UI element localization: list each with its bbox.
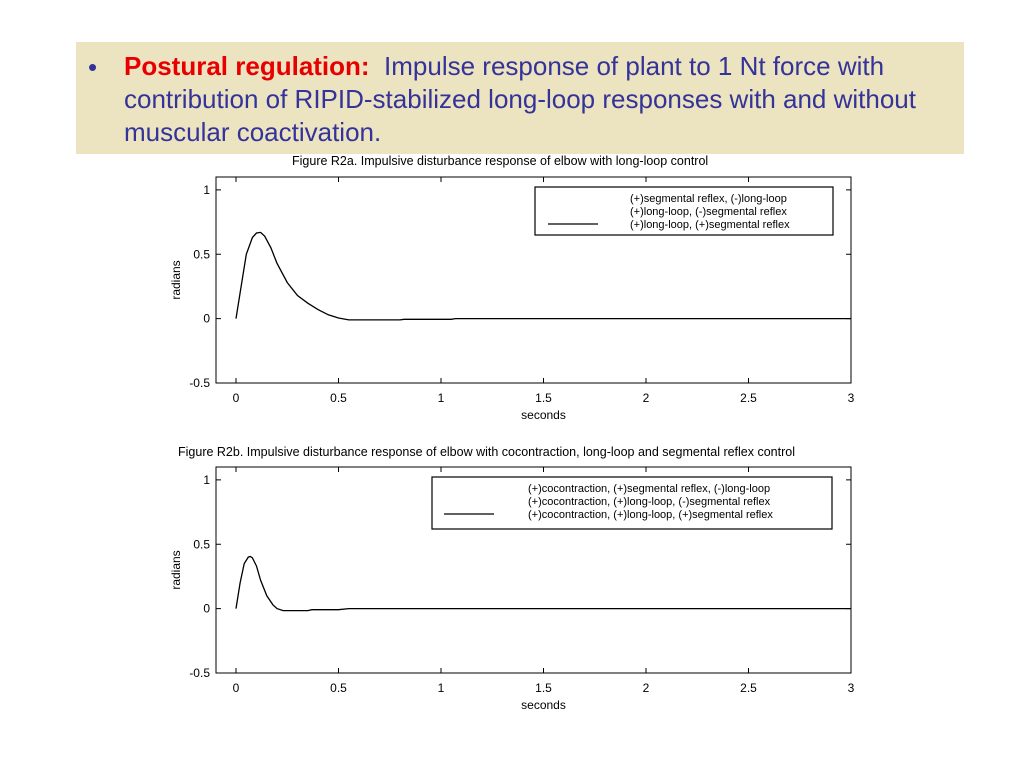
y-tick-label: 0 bbox=[203, 312, 210, 326]
plot-frame bbox=[215, 176, 852, 384]
y-axis-label: radians bbox=[169, 260, 183, 299]
figure-title-r2b: Figure R2b. Impulsive disturbance respon… bbox=[178, 445, 795, 459]
banner-lead: Postural regulation: bbox=[124, 51, 370, 81]
x-tick-label: 2 bbox=[643, 681, 650, 695]
y-tick-label: -0.5 bbox=[189, 666, 210, 680]
title-banner: • Postural regulation: Impulse response … bbox=[76, 42, 964, 154]
y-tick-label: 0.5 bbox=[193, 537, 210, 551]
banner-text: Postural regulation: Impulse response of… bbox=[124, 50, 959, 149]
x-tick-label: 0.5 bbox=[330, 681, 347, 695]
x-tick-label: 2.5 bbox=[740, 681, 757, 695]
legend-entry: (+)segmental reflex, (-)long-loop bbox=[630, 193, 787, 205]
chart-r2b: 0 0.5 1 1.5 2 2.5 3 -0.5 0 0.5 1 seconds radians (+)c… bbox=[169, 466, 855, 712]
x-tick-label: 3 bbox=[848, 681, 855, 695]
x-tick-label: 0 bbox=[233, 391, 240, 405]
plot-frame bbox=[215, 466, 852, 674]
legend-entry: (+)cocontraction, (+)long-loop, (+)segme… bbox=[528, 509, 773, 521]
y-tick-label: 1 bbox=[203, 473, 210, 487]
y-axis-label: radians bbox=[169, 550, 183, 589]
legend-box bbox=[534, 186, 834, 236]
x-tick-label: 2 bbox=[643, 391, 650, 405]
x-axis-label: seconds bbox=[521, 408, 566, 422]
x-tick-label: 2.5 bbox=[740, 391, 757, 405]
x-tick-label: 3 bbox=[848, 391, 855, 405]
legend-entry: (+)cocontraction, (+)segmental reflex, (… bbox=[528, 483, 770, 495]
x-tick-label: 1 bbox=[438, 681, 445, 695]
legend-entry: (+)cocontraction, (+)long-loop, (-)segme… bbox=[528, 496, 771, 508]
legend-entry: (+)long-loop, (-)segmental reflex bbox=[630, 206, 787, 218]
x-tick-label: 1.5 bbox=[535, 681, 552, 695]
x-tick-label: 1 bbox=[438, 391, 445, 405]
legend-entry: (+)long-loop, (+)segmental reflex bbox=[630, 219, 790, 231]
x-tick-label: 0 bbox=[233, 681, 240, 695]
x-axis-label: seconds bbox=[521, 698, 566, 712]
y-tick-label: 0.5 bbox=[193, 247, 210, 261]
chart-r2a: 0 0.5 1 1.5 2 2.5 3 -0.5 0 0.5 1 seconds radians (+)s… bbox=[169, 176, 855, 422]
y-tick-label: 0 bbox=[203, 602, 210, 616]
bullet-point: • bbox=[88, 52, 98, 82]
banner-body: Impulse response of plant to 1 Nt force … bbox=[124, 51, 916, 147]
figure-title-r2a: Figure R2a. Impulsive disturbance respon… bbox=[292, 154, 709, 168]
x-tick-label: 0.5 bbox=[330, 391, 347, 405]
series-line bbox=[235, 231, 851, 321]
y-tick-label: -0.5 bbox=[189, 376, 210, 390]
y-tick-label: 1 bbox=[203, 183, 210, 197]
legend-box bbox=[431, 476, 833, 530]
x-tick-label: 1.5 bbox=[535, 391, 552, 405]
series-line bbox=[235, 555, 851, 612]
